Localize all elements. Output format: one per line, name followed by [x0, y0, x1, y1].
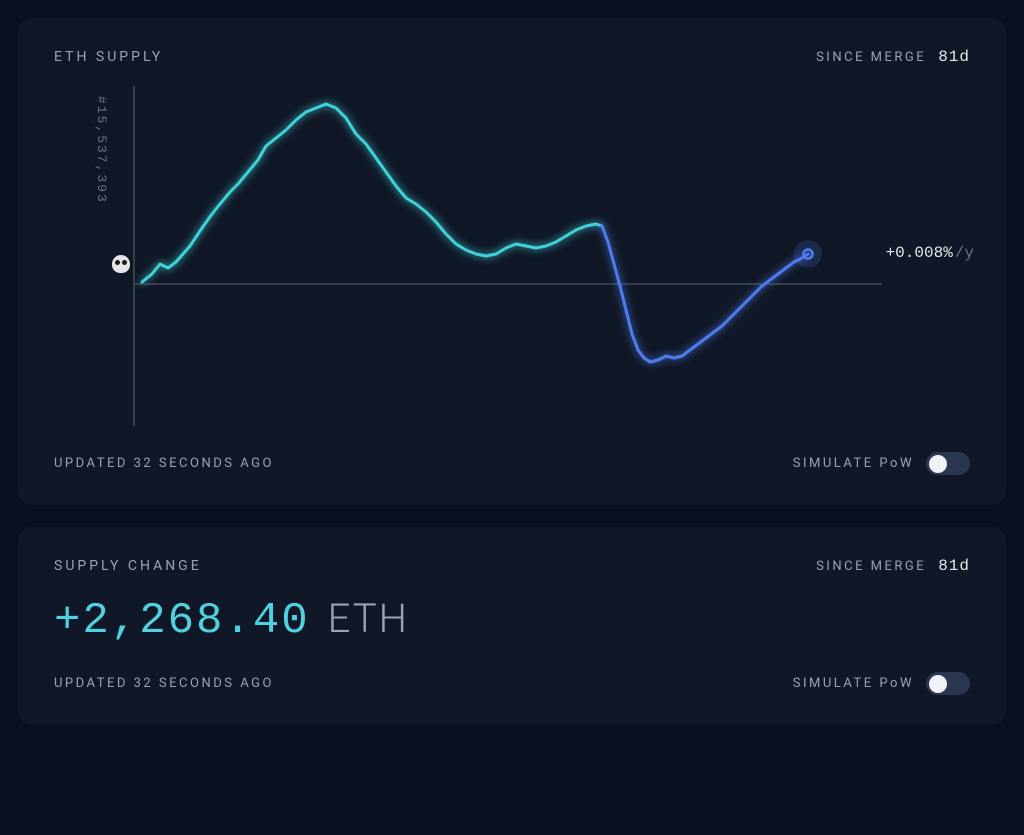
eth-supply-card: ETH SUPPLY SINCE MERGE 81d #15,537,393 +…	[18, 18, 1006, 505]
card-header: SUPPLY CHANGE SINCE MERGE 81d	[54, 557, 970, 575]
since-merge-value: 81d	[938, 48, 970, 66]
endpoint-value: +0.008%	[886, 244, 953, 262]
skull-icon	[112, 255, 130, 273]
simulate-pow-label: SIMULATE PoW	[793, 676, 914, 691]
change-amount: +2,268.40	[54, 596, 310, 646]
simulate-pow-toggle[interactable]	[926, 672, 970, 695]
endpoint-unit: /y	[955, 244, 974, 262]
toggle-knob	[929, 455, 947, 473]
simulate-pow-row: SIMULATE PoW	[793, 452, 970, 475]
simulate-pow-row: SIMULATE PoW	[793, 672, 970, 695]
updated-label: UPDATED 32 SECONDS AGO	[54, 456, 274, 471]
change-unit: ETH	[328, 595, 409, 642]
since-merge: SINCE MERGE 81d	[816, 48, 970, 66]
card-header: ETH SUPPLY SINCE MERGE 81d	[54, 48, 970, 66]
since-merge-label: SINCE MERGE	[816, 50, 926, 65]
card-footer: UPDATED 32 SECONDS AGO SIMULATE PoW	[54, 672, 970, 695]
toggle-knob	[929, 675, 947, 693]
simulate-pow-label: SIMULATE PoW	[793, 456, 914, 471]
updated-label: UPDATED 32 SECONDS AGO	[54, 676, 274, 691]
supply-change-card: SUPPLY CHANGE SINCE MERGE 81d +2,268.40 …	[18, 527, 1006, 725]
chart-endpoint-label: +0.008%/y	[886, 244, 974, 262]
yaxis-block-label: #15,537,393	[94, 96, 109, 204]
card-footer: UPDATED 32 SECONDS AGO SIMULATE PoW	[54, 452, 970, 475]
card-title: SUPPLY CHANGE	[54, 558, 202, 574]
chart-svg	[54, 86, 970, 426]
card-title: ETH SUPPLY	[54, 49, 163, 65]
simulate-pow-toggle[interactable]	[926, 452, 970, 475]
since-merge: SINCE MERGE 81d	[816, 557, 970, 575]
since-merge-label: SINCE MERGE	[816, 559, 926, 574]
since-merge-value: 81d	[938, 557, 970, 575]
supply-chart: #15,537,393 +0.008%/y	[54, 86, 970, 426]
supply-change-value: +2,268.40 ETH	[54, 595, 970, 646]
